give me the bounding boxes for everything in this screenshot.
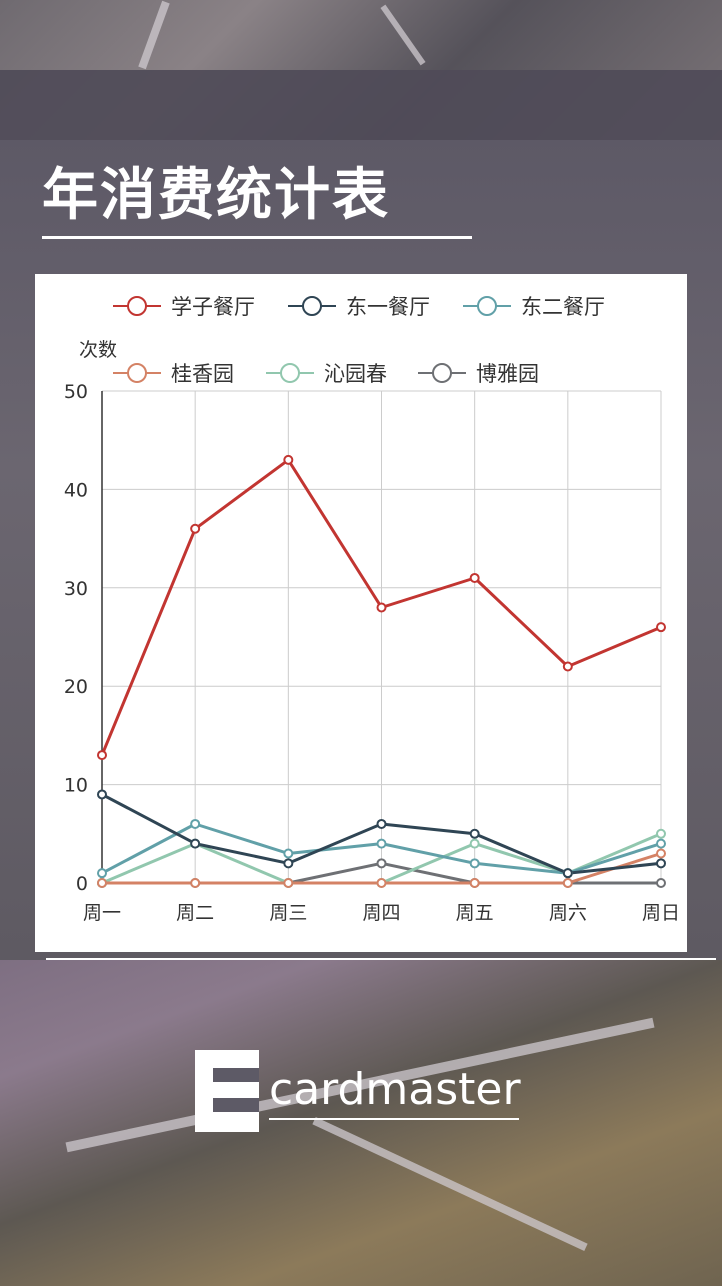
- brand-name: cardmaster: [269, 1064, 521, 1115]
- data-point: [376, 878, 387, 888]
- y-tick-label: 30: [64, 578, 88, 600]
- data-point: [376, 858, 387, 869]
- x-tick-label: 周四: [362, 902, 400, 924]
- data-point: [469, 828, 480, 839]
- data-point: [469, 878, 480, 888]
- data-point: [656, 828, 666, 839]
- title-underline: [42, 236, 472, 239]
- data-point: [469, 838, 480, 849]
- x-tick-label: 周日: [642, 902, 680, 924]
- legend-marker: [477, 296, 497, 316]
- data-point: [97, 789, 107, 800]
- data-point: [190, 838, 201, 849]
- e-logo-icon: [195, 1050, 259, 1132]
- x-tick-label: 周三: [269, 902, 307, 924]
- data-point: [469, 858, 480, 869]
- legend-label: 桂香园: [171, 362, 234, 386]
- data-point: [97, 868, 107, 879]
- data-point: [283, 858, 294, 869]
- data-point: [376, 602, 387, 613]
- legend-label: 东一餐厅: [346, 295, 430, 319]
- legend-marker: [302, 296, 322, 316]
- legend-label: 博雅园: [476, 362, 539, 386]
- data-point: [97, 878, 107, 888]
- data-point: [97, 750, 107, 761]
- y-tick-label: 0: [76, 873, 88, 895]
- data-point: [283, 848, 294, 859]
- data-point: [376, 818, 387, 829]
- legend-marker: [127, 296, 147, 316]
- data-point: [656, 622, 666, 633]
- brand-underline: [269, 1118, 519, 1120]
- data-point: [562, 661, 573, 672]
- page-title: 年消费统计表: [42, 163, 390, 228]
- y-tick-label: 50: [64, 381, 88, 403]
- y-tick-label: 20: [64, 676, 88, 698]
- x-tick-label: 周二: [176, 902, 214, 924]
- legend-label: 东二餐厅: [521, 295, 605, 319]
- data-point: [656, 848, 666, 859]
- data-point: [562, 878, 573, 888]
- bottom-divider: [46, 958, 716, 960]
- data-point: [656, 878, 666, 888]
- data-point: [656, 858, 666, 869]
- y-tick-label: 10: [64, 775, 88, 797]
- data-point: [469, 572, 480, 583]
- data-point: [283, 454, 294, 465]
- y-tick-label: 40: [64, 479, 88, 501]
- data-point: [283, 878, 294, 888]
- line-chart: 0 10 20 30 40 50 周一 周二 周三 周四 周五 周六 周日 次数 学子餐厅 东一餐厅 东二餐厅桂…: [64, 295, 680, 924]
- header-band: [0, 70, 722, 140]
- legend-label: 沁园春: [324, 362, 387, 386]
- x-tick-label: 周五: [456, 902, 494, 924]
- legend-label: 学子餐厅: [171, 295, 255, 319]
- data-point: [376, 838, 387, 849]
- data-point: [190, 818, 201, 829]
- data-point: [656, 838, 666, 849]
- legend-marker: [127, 363, 147, 383]
- chart-card: 0 10 20 30 40 50 周一 周二 周三 周四 周五 周六 周日 次数 学子餐厅 东一餐厅 东二餐厅桂…: [35, 274, 687, 952]
- bottom-photo-strip: [0, 960, 722, 1286]
- x-tick-label: 周六: [549, 902, 587, 924]
- data-point: [190, 523, 201, 534]
- x-tick-label: 周一: [83, 902, 121, 924]
- y-axis-label: 次数: [79, 339, 117, 361]
- data-point: [190, 878, 201, 888]
- legend-marker: [280, 363, 300, 383]
- legend-marker: [432, 363, 452, 383]
- data-point: [562, 868, 573, 879]
